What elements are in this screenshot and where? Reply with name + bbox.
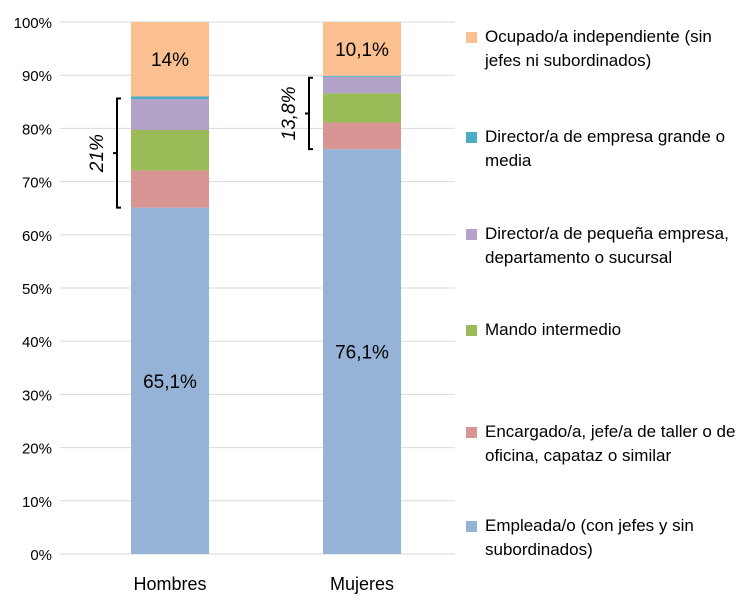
data-label: 65,1% bbox=[143, 372, 197, 393]
x-tick-label: Mujeres bbox=[330, 574, 394, 594]
data-label: 14% bbox=[151, 50, 189, 71]
bar-segment bbox=[323, 93, 401, 123]
legend-item: Empleada/o (con jefes y sin subordinados… bbox=[466, 514, 750, 562]
bar-segment bbox=[131, 129, 209, 171]
legend-label: Mando intermedio bbox=[485, 320, 622, 339]
bar-segment bbox=[323, 22, 401, 76]
legend-swatch bbox=[466, 521, 477, 532]
y-tick-label: 0% bbox=[30, 547, 52, 564]
bracket-annotation: 21% bbox=[87, 134, 108, 173]
y-tick-label: 100% bbox=[14, 15, 52, 32]
bar-segment bbox=[131, 207, 209, 554]
x-tick-label: Hombres bbox=[133, 574, 206, 594]
y-tick-label: 60% bbox=[22, 228, 52, 245]
legend-swatch bbox=[466, 229, 477, 240]
bar-segment bbox=[131, 22, 209, 97]
legend-item: Director/a de pequeña empresa, departame… bbox=[466, 222, 750, 270]
y-tick-label: 20% bbox=[22, 441, 52, 458]
legend-item: Director/a de empresa grande o media bbox=[466, 125, 750, 173]
bar-segment bbox=[131, 170, 209, 208]
data-label: 76,1% bbox=[335, 343, 389, 364]
legend-item: Mando intermedio bbox=[466, 318, 621, 342]
legend-label: Director/a de empresa grande o media bbox=[485, 127, 726, 170]
legend-label: Encargado/a, jefe/a de taller o de ofici… bbox=[485, 422, 736, 465]
bracket bbox=[305, 76, 313, 151]
y-tick-label: 70% bbox=[22, 175, 52, 192]
legend-swatch bbox=[466, 132, 477, 143]
y-tick-label: 40% bbox=[22, 334, 52, 351]
bar-segment bbox=[323, 75, 401, 77]
bar-segment bbox=[323, 149, 401, 554]
legend-item: Encargado/a, jefe/a de taller o de ofici… bbox=[466, 420, 750, 468]
data-label: 10,1% bbox=[335, 40, 389, 61]
bar-segment bbox=[323, 76, 401, 94]
bracket bbox=[113, 97, 121, 209]
bar-segment bbox=[323, 122, 401, 150]
bar-segment bbox=[131, 99, 209, 130]
y-tick-label: 30% bbox=[22, 387, 52, 404]
y-tick-label: 50% bbox=[22, 281, 52, 298]
legend-swatch bbox=[466, 32, 477, 43]
bracket-annotation: 13,8% bbox=[279, 86, 300, 140]
legend-item: Ocupado/a independiente (sin jefes ni su… bbox=[466, 25, 750, 73]
legend-swatch bbox=[466, 427, 477, 438]
legend-label: Director/a de pequeña empresa, departame… bbox=[485, 224, 729, 267]
legend-label: Ocupado/a independiente (sin jefes ni su… bbox=[485, 27, 712, 70]
y-tick-label: 10% bbox=[22, 494, 52, 511]
legend-label: Empleada/o (con jefes y sin subordinados… bbox=[485, 516, 694, 559]
y-tick-label: 90% bbox=[22, 68, 52, 85]
legend-swatch bbox=[466, 325, 477, 336]
y-tick-label: 80% bbox=[22, 121, 52, 138]
bar-segment bbox=[131, 96, 209, 100]
